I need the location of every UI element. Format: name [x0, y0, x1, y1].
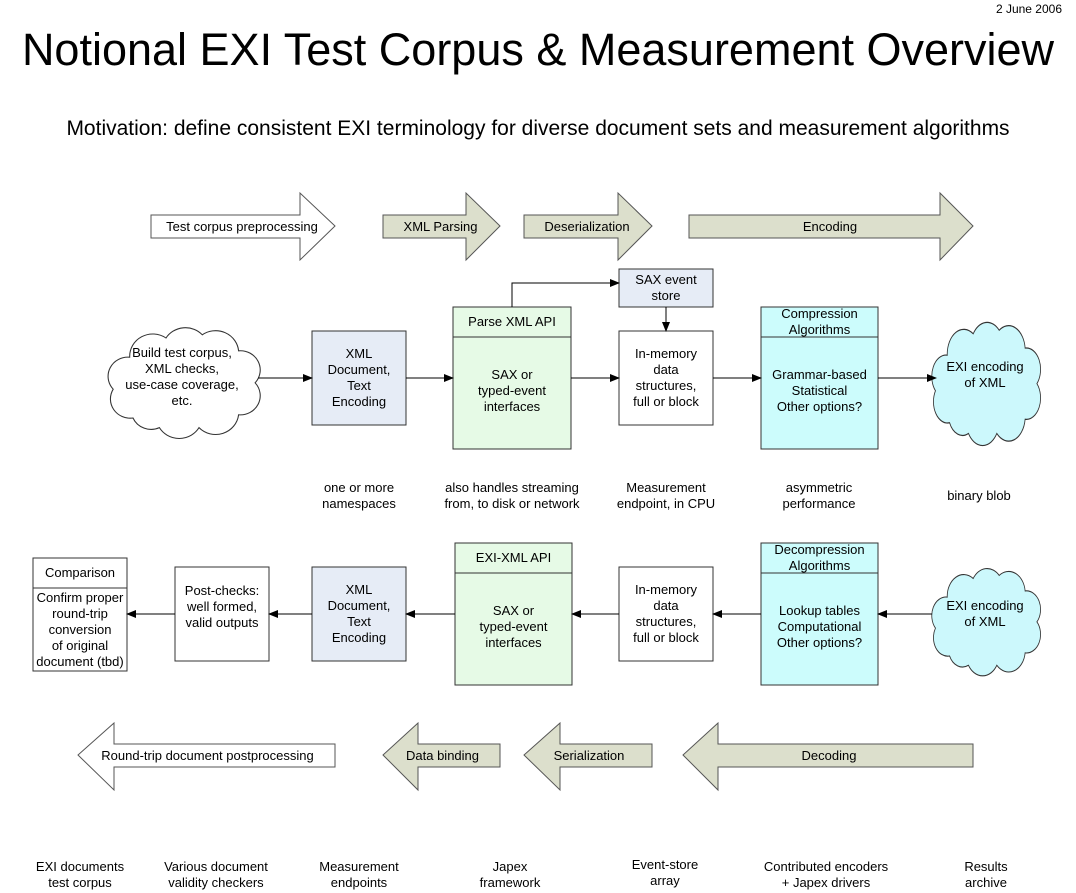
phase-arrow-decoding	[682, 721, 974, 792]
in-memory-box	[618, 330, 714, 426]
phase-label: Round-trip document postprocessing	[101, 747, 314, 763]
footer-label: Contributed encoders + Japex drivers	[763, 859, 889, 890]
phase-arrow-postprocessing	[77, 721, 336, 792]
phase-arrow-data-binding	[382, 721, 501, 792]
in-memory-text: In-memory data structures, full or block	[633, 346, 699, 409]
phase-label: Encoding	[802, 218, 858, 234]
compression-body: Grammar-based Statistical Other options?	[772, 367, 867, 414]
parse-api-box	[452, 306, 572, 450]
post-checks-text: Post-checks: well formed, valid outputs	[184, 583, 260, 630]
compression-header: Compression Algorithms	[781, 306, 858, 337]
phase-arrow-serialization	[523, 721, 653, 792]
page-title: Notional EXI Test Corpus & Measurement O…	[21, 24, 1055, 75]
decompression-header: Decompression Algorithms	[774, 542, 865, 573]
flow-arrow	[511, 279, 620, 307]
phase-arrow-xml-parsing	[382, 191, 501, 262]
exi-cloud-text-decode: EXI encoding of XML	[946, 598, 1024, 629]
decompression-body: Lookup tables Computational Other option…	[776, 603, 863, 650]
footer-label: Various document validity checkers	[164, 859, 268, 890]
exi-xml-api-box	[454, 542, 573, 686]
xml-document-text-decode: XML Document, Text Encoding	[327, 582, 391, 645]
sax-event-store-text: SAX event store	[635, 272, 697, 303]
phase-arrow-encoding	[688, 191, 974, 262]
comparison-header: Comparison	[44, 565, 116, 580]
parse-api-header: Parse XML API	[468, 314, 556, 329]
in-memory-text-decode: In-memory data structures, full or block	[633, 582, 699, 645]
footer-label: Results archive	[964, 859, 1008, 890]
motivation-text: Motivation: define consistent EXI termin…	[66, 117, 1010, 140]
footer-label: Measurement endpoints	[319, 859, 399, 890]
phase-label: Test corpus preprocessing	[166, 218, 318, 234]
phase-arrow-deserialization	[523, 191, 653, 262]
compression-box	[760, 306, 879, 450]
caption: binary blob	[947, 488, 1011, 503]
parse-api-body: SAX or typed-event interfaces	[478, 367, 546, 414]
comparison-body: Confirm proper round-trip conversion of …	[36, 589, 124, 669]
phase-label: Decoding	[801, 747, 857, 763]
caption: one or more namespaces	[322, 480, 396, 511]
footer-label: EXI documents test corpus	[35, 859, 125, 890]
source-cloud-text: Build test corpus, XML checks, use-case …	[125, 345, 239, 408]
phase-label: Deserialization	[544, 218, 630, 234]
date-label: 2 June 2006	[995, 2, 1062, 16]
phase-label: Data binding	[406, 747, 479, 763]
caption: also handles streaming from, to disk or …	[444, 480, 580, 511]
exi-xml-api-body: SAX or typed-event interfaces	[479, 603, 548, 650]
footer-label: Japex framework	[479, 859, 541, 890]
caption: asymmetric performance	[782, 480, 856, 511]
exi-cloud-text: EXI encoding of XML	[946, 359, 1024, 390]
footer-label: Event-store array	[631, 857, 699, 888]
in-memory-box-decode	[618, 566, 714, 662]
phase-label: XML Parsing	[403, 218, 478, 234]
post-checks-box	[174, 566, 270, 662]
exi-xml-api-header: EXI-XML API	[475, 550, 552, 565]
phase-arrow-preprocessing	[150, 191, 336, 262]
caption: Measurement endpoint, in CPU	[616, 480, 716, 511]
xml-document-text: XML Document, Text Encoding	[327, 346, 391, 409]
phase-label: Serialization	[553, 747, 625, 763]
